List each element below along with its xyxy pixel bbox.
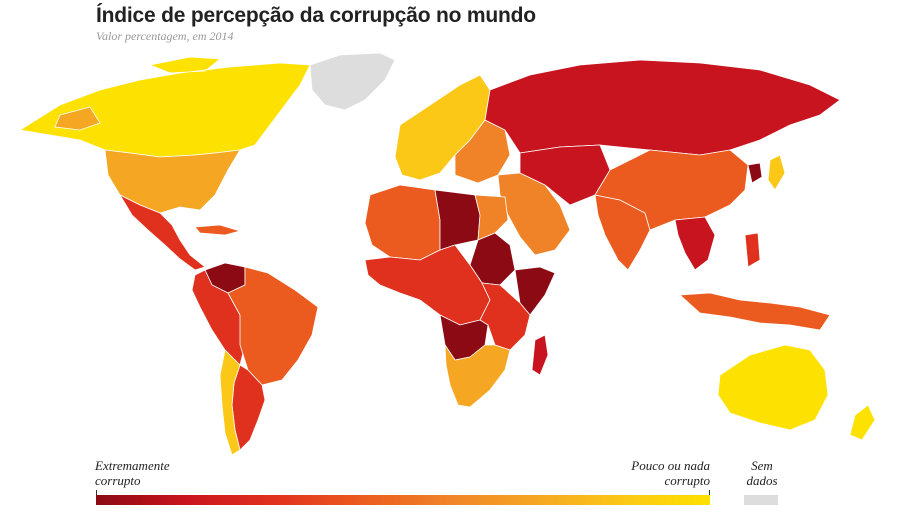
region-japan[interactable] <box>767 154 786 191</box>
region-china[interactable] <box>594 149 749 231</box>
region-greenland[interactable] <box>309 52 396 111</box>
page-title: Índice de percepção da corrupção no mund… <box>96 4 536 27</box>
legend-color-ramp <box>96 495 710 505</box>
region-libya[interactable] <box>434 189 481 251</box>
region-southern-africa[interactable] <box>444 343 511 408</box>
region-egypt[interactable] <box>474 194 509 241</box>
region-north-korea[interactable] <box>747 162 763 184</box>
region-west-central-africa[interactable] <box>364 244 491 326</box>
region-brazil[interactable] <box>227 266 319 386</box>
legend-high-line1: Pouco ou nada <box>631 458 710 473</box>
region-mexico[interactable] <box>118 194 206 271</box>
legend-high-label: Pouco ou nada corrupto <box>631 458 710 488</box>
region-australia[interactable] <box>717 344 829 431</box>
legend-low-line1: Extremamente <box>95 458 170 473</box>
world-map <box>18 52 876 455</box>
region-canada[interactable] <box>18 56 311 158</box>
region-caribbean[interactable] <box>194 224 242 236</box>
legend-nodata-swatch <box>744 495 778 505</box>
region-russia[interactable] <box>484 59 841 156</box>
region-chile[interactable] <box>219 349 241 455</box>
page-subtitle: Valor percentagem, em 2014 <box>96 29 234 43</box>
legend-low-line2: corrupto <box>95 473 141 488</box>
region-madagascar[interactable] <box>531 334 549 376</box>
legend-nodata-line1: Sem <box>751 458 773 473</box>
region-philippines[interactable] <box>744 232 761 268</box>
legend-high-line2: corrupto <box>664 473 711 488</box>
region-indonesia[interactable] <box>679 292 831 331</box>
region-north-africa-west[interactable] <box>364 184 441 261</box>
region-west-south-america[interactable] <box>191 269 246 366</box>
legend-nodata-label: Sem dados <box>742 458 782 488</box>
region-new-zealand[interactable] <box>849 404 876 441</box>
region-southeast-asia[interactable] <box>674 216 716 271</box>
legend-nodata-line2: dados <box>746 473 778 488</box>
legend-low-label: Extremamente corrupto <box>95 458 170 488</box>
